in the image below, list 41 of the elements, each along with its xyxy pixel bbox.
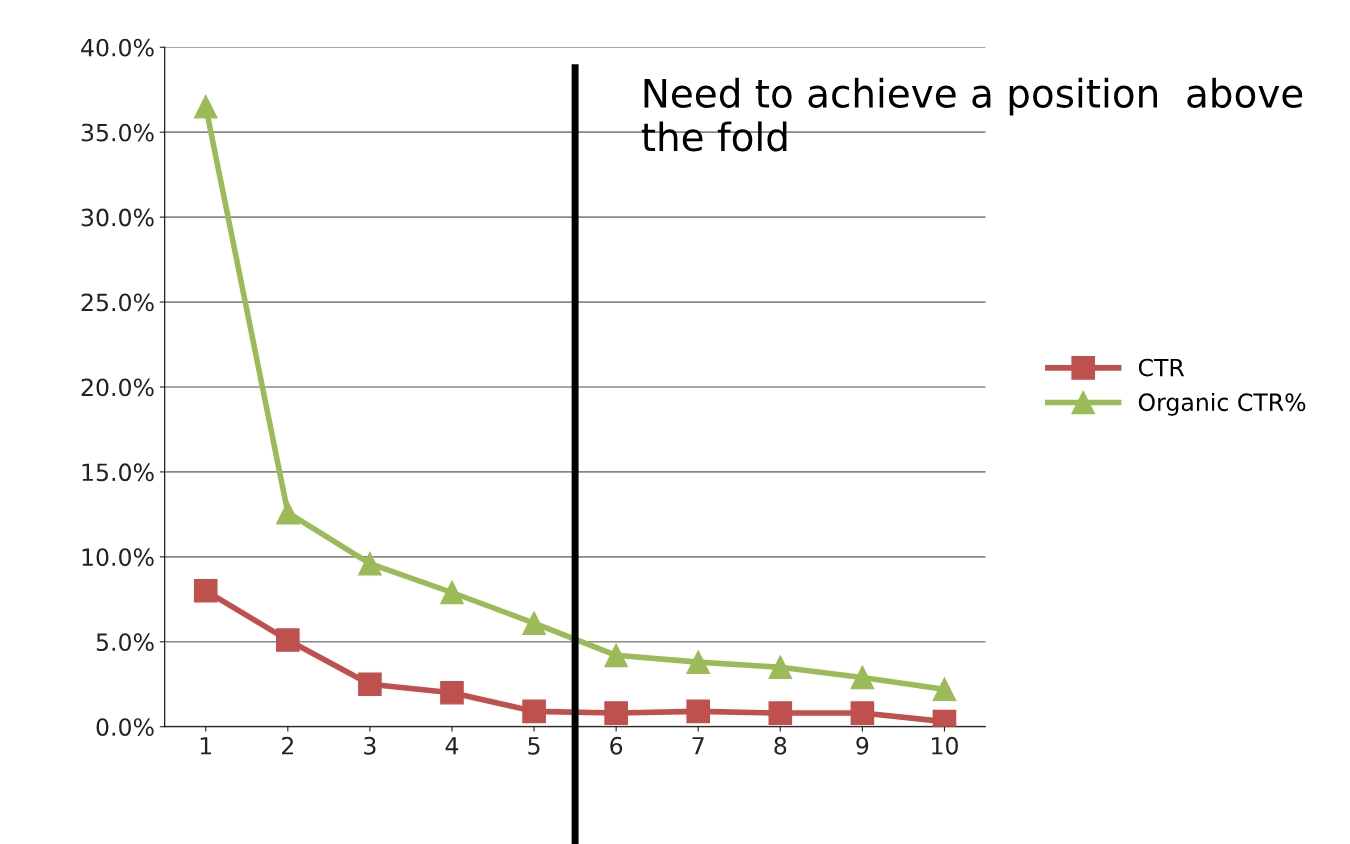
point [686, 699, 711, 724]
point [932, 677, 957, 702]
x-tick-label: 5 [528, 737, 540, 755]
x-tick-label: 8 [774, 736, 787, 755]
point [276, 628, 300, 652]
point [850, 665, 875, 690]
x-tick-label: 6 [610, 736, 623, 755]
x-tick-label: 10 [932, 736, 958, 755]
x-tick-label: 1 [200, 737, 212, 755]
point [193, 94, 218, 119]
point [522, 611, 546, 635]
y-tick-label: 35.0% [81, 123, 154, 142]
y-tick-label: 20.0% [81, 378, 154, 397]
point [604, 643, 628, 668]
point [604, 701, 628, 725]
y-tick-label: 15.0% [82, 463, 154, 482]
x-tick-label: 2 [282, 736, 293, 755]
point [193, 578, 218, 603]
ref-line-label: Need to achieve a position above the fold [641, 77, 1303, 152]
x-tick-label: 7 [692, 737, 704, 755]
point [276, 500, 300, 525]
point [686, 650, 711, 674]
y-tick-label: 25.0% [81, 293, 154, 312]
x-tick-label: 9 [856, 736, 869, 755]
y-tick-label: 5.0% [96, 633, 154, 652]
x-tick-label: 4 [445, 737, 459, 755]
point [522, 699, 546, 724]
legend-label: Organic CTR% [1138, 392, 1306, 416]
y-tick-label: 40.0% [81, 38, 154, 57]
point [850, 701, 875, 725]
point [358, 672, 382, 697]
legend-label: CTR [1138, 358, 1185, 377]
y-tick-label: 30.0% [81, 208, 154, 227]
point [440, 680, 464, 705]
x-tick-label: 3 [364, 736, 376, 755]
y-tick-label: 10.0% [82, 548, 154, 567]
point [440, 580, 464, 605]
point [768, 701, 793, 725]
y-tick-label: 0.0% [96, 718, 154, 736]
point [768, 655, 793, 680]
point [358, 551, 382, 576]
